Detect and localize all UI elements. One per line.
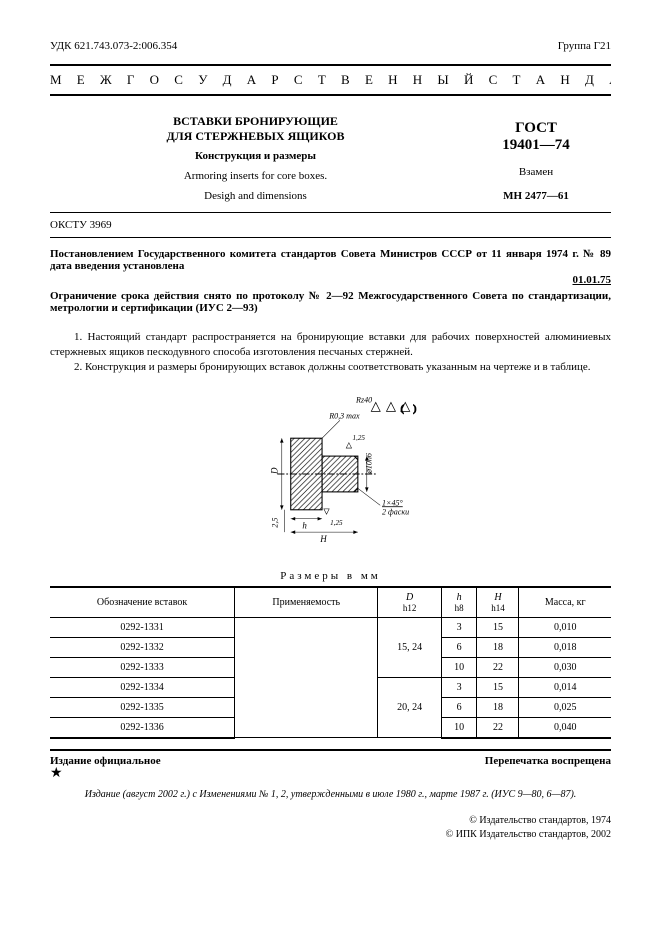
copyright-1: © Издательство стандартов, 1974: [50, 814, 611, 828]
title-block: ВСТАВКИ БРОНИРУЮЩИЕ ДЛЯ СТЕРЖНЕВЫХ ЯЩИКО…: [50, 114, 611, 213]
okstu: ОКСТУ 3969: [50, 219, 611, 238]
decree-date: 01.01.75: [50, 274, 611, 286]
col-H: Hh14: [477, 587, 519, 618]
label-125b: 1,25: [330, 519, 343, 527]
group-code: Группа Г21: [558, 40, 611, 52]
col-mass: Масса, кг: [519, 587, 611, 618]
gost-number: 19401—74: [461, 137, 611, 154]
technical-drawing: ( ) Rz40 R0,3 max 1,25 1,25 ⌀10h6 D h H …: [50, 389, 611, 564]
title-en-1: Armoring inserts for core boxes.: [50, 170, 461, 182]
decree-text: Постановлением Государственного комитета…: [50, 248, 611, 272]
copyright-block: © Издательство стандартов, 1974 © ИПК Из…: [50, 814, 611, 842]
interstate-heading: М Е Ж Г О С У Д А Р С Т В Е Н Н Ы Й С Т …: [50, 64, 611, 96]
label-chamfer1: 1×45°: [382, 498, 404, 507]
star-icon: ★: [50, 767, 611, 781]
label-r03: R0,3 max: [328, 411, 360, 420]
drawing-svg: ( ) Rz40 R0,3 max 1,25 1,25 ⌀10h6 D h H …: [241, 389, 421, 559]
gost-label: ГОСТ: [461, 120, 611, 137]
label-D: D: [269, 467, 279, 475]
table-caption: Размеры в мм: [50, 570, 611, 582]
label-rz40: Rz40: [355, 395, 372, 404]
title-ru-1: ВСТАВКИ БРОНИРУЮЩИЕ: [50, 114, 461, 129]
footer-left: Издание официальное: [50, 755, 161, 767]
limitation-text: Ограничение срока действия снято по прот…: [50, 290, 611, 314]
label-h: h: [302, 520, 307, 530]
title-subtitle: Конструкция и размеры: [50, 150, 461, 162]
title-left: ВСТАВКИ БРОНИРУЮЩИЕ ДЛЯ СТЕРЖНЕВЫХ ЯЩИКО…: [50, 114, 461, 202]
paragraph-1: 1. Настоящий стандарт распространяется н…: [50, 330, 611, 360]
label-chamfer2: 2 фаски: [382, 507, 409, 516]
replaces-value: МН 2477—61: [461, 190, 611, 202]
col-appl: Применяемость: [235, 587, 378, 618]
label-125a: 1,25: [352, 434, 365, 442]
label-H: H: [319, 534, 327, 544]
table-row: 0292-1331 15, 24 3 15 0,010: [50, 617, 611, 637]
table-header-row: Обозначение вставок Применяемость Dh12 h…: [50, 587, 611, 618]
udk-code: УДК 621.743.073-2:006.354: [50, 40, 177, 52]
footer-right: Перепечатка воспрещена: [485, 755, 611, 767]
dimensions-table: Обозначение вставок Применяемость Dh12 h…: [50, 586, 611, 739]
title-ru-2: ДЛЯ СТЕРЖНЕВЫХ ЯЩИКОВ: [50, 129, 461, 144]
copyright-2: © ИПК Издательство стандартов, 2002: [50, 828, 611, 842]
col-code: Обозначение вставок: [50, 587, 235, 618]
title-en-2: Desigh and dimensions: [50, 190, 461, 202]
col-D: Dh12: [378, 587, 442, 618]
header-row: УДК 621.743.073-2:006.354 Группа Г21: [50, 40, 611, 52]
svg-text:): ): [413, 403, 416, 413]
title-right: ГОСТ 19401—74 Взамен МН 2477—61: [461, 114, 611, 202]
col-h: hh8: [441, 587, 477, 618]
replaces-label: Взамен: [461, 166, 611, 178]
edition-note: Издание (август 2002 г.) с Изменениями №…: [50, 789, 611, 800]
label-25: 2,5: [270, 517, 279, 527]
page: УДК 621.743.073-2:006.354 Группа Г21 М Е…: [0, 0, 661, 936]
paragraph-2: 2. Конструкция и размеры бронирующих вст…: [50, 360, 611, 375]
footer-row: Издание официальное Перепечатка воспреще…: [50, 749, 611, 767]
label-phi10: ⌀10h6: [364, 453, 373, 474]
